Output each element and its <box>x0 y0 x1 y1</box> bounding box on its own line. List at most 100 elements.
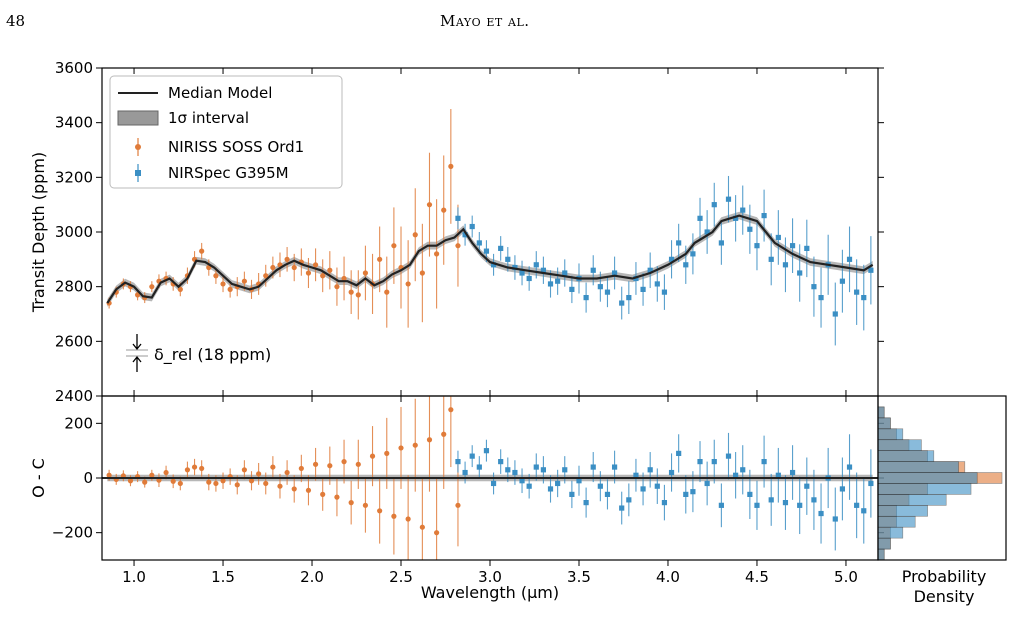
nirspec-point <box>704 229 710 235</box>
residual-panel: −200 0 200 1.0 1.5 2.0 2.5 3.0 3.5 4.0 4.5 5.0 O -… <box>29 395 884 602</box>
residual-nirspec-point <box>761 459 767 465</box>
nirspec-hist-bar <box>877 483 972 495</box>
x-tick-label: 2.5 <box>389 568 413 586</box>
residual-nirspec-point <box>868 480 874 487</box>
y-tick-label: 3400 <box>55 114 93 132</box>
histogram-bars <box>877 406 1003 561</box>
nirspec-point <box>804 245 810 251</box>
x-tick-label: 1.5 <box>211 568 235 586</box>
legend: Median Model 1σ interval NIRISS SOSS Ord… <box>109 75 343 189</box>
nirspec-hist-bar <box>877 406 885 419</box>
niriss-point <box>426 202 433 208</box>
residual-niriss-point <box>327 463 333 469</box>
residual-nirspec-point <box>789 469 796 476</box>
residual-nirspec-point <box>697 459 703 465</box>
residual-nirspec-point <box>654 483 660 489</box>
legend-swatch-nirspec <box>135 170 141 176</box>
residual-niriss-point <box>241 467 247 473</box>
x-tick-label: 3.5 <box>567 568 591 586</box>
residual-nirspec-point <box>704 480 710 487</box>
residual-nirspec-point <box>526 483 532 489</box>
nirspec-point <box>768 256 774 262</box>
niriss-point <box>177 286 183 292</box>
residual-nirspec-point <box>832 516 838 522</box>
nirspec-hist-bar <box>877 439 922 451</box>
residual-niriss-point <box>405 516 411 522</box>
residual-niriss-point <box>220 478 226 484</box>
nirspec-hist-bar <box>877 548 885 561</box>
residual-niriss-point <box>234 482 240 488</box>
residual-nirspec-point <box>854 502 860 508</box>
residual-y-tick-label: 0 <box>83 469 93 487</box>
residual-niriss-point <box>284 469 290 476</box>
residual-niriss-point <box>398 445 404 451</box>
nirspec-point <box>519 270 525 276</box>
y-tick-label: 3600 <box>55 59 93 77</box>
residual-nirspec-point <box>490 480 497 487</box>
residual-nirspec-point <box>483 448 490 454</box>
residual-nirspec-point <box>576 478 582 484</box>
residual-nirspec-point <box>661 500 668 506</box>
residual-niriss-point <box>256 471 262 477</box>
y-tick-label: 3200 <box>55 168 93 186</box>
nirspec-point <box>476 240 482 246</box>
residual-niriss-point <box>426 437 433 443</box>
niriss-point <box>362 270 369 276</box>
residual-niriss-point <box>298 465 304 472</box>
residual-nirspec-point <box>633 472 639 478</box>
residual-nirspec-point <box>676 450 682 456</box>
nirspec-point <box>740 207 746 213</box>
nirspec-point <box>747 226 753 232</box>
niriss-point <box>441 207 447 213</box>
nirspec-hist-bar <box>877 494 947 506</box>
residual-nirspec-point <box>754 502 760 508</box>
nirspec-point <box>797 270 803 276</box>
residual-niriss-point <box>263 480 269 487</box>
residual-nirspec-point <box>690 489 696 495</box>
residual-niriss-point <box>142 479 148 485</box>
transit-depth-panel: 2400 2600 2800 3000 3200 3400 3600 Transit Dep… <box>29 59 884 405</box>
residual-nirspec-point <box>818 510 824 517</box>
nirspec-point <box>661 289 668 295</box>
nirspec-point <box>761 213 767 219</box>
niriss-point <box>412 232 418 238</box>
nirspec-hist-bar <box>877 461 959 473</box>
residual-niriss-point <box>377 508 383 514</box>
residual-nirspec-point <box>476 464 482 470</box>
nirspec-point <box>718 240 724 246</box>
legend-label-niriss: NIRISS SOSS Ord1 <box>168 138 304 156</box>
residual-nirspec-point <box>846 464 853 470</box>
residual-nirspec-point <box>647 467 653 473</box>
niriss-point <box>270 264 276 271</box>
residual-nirspec-point <box>505 467 511 473</box>
niriss-point <box>384 289 390 295</box>
nirspec-point <box>626 295 632 301</box>
niriss-point <box>284 256 290 262</box>
residual-niriss-point <box>106 472 112 478</box>
residual-nirspec-point <box>797 502 803 508</box>
residual-x-ticks: 1.0 1.5 2.0 2.5 3.0 3.5 4.0 4.5 5.0 <box>122 396 858 586</box>
histogram-label-line2: Density <box>914 587 975 606</box>
residual-niriss-point <box>291 486 297 492</box>
niriss-point <box>405 281 411 287</box>
nirspec-hist-bar <box>877 505 928 517</box>
x-tick-label: 4.5 <box>745 568 769 586</box>
nirspec-point <box>861 295 867 301</box>
nirspec-hist-bar <box>877 472 978 484</box>
residual-niriss-point <box>355 461 361 467</box>
residual-datapoint-layer <box>106 407 874 536</box>
niriss-point <box>312 262 319 268</box>
nirspec-point <box>462 232 468 238</box>
residual-nirspec-point <box>462 469 468 476</box>
niriss-point <box>455 243 461 249</box>
y-tick-label: 2400 <box>55 387 93 405</box>
nirspec-point <box>775 234 781 241</box>
residual-niriss-point <box>213 480 219 487</box>
residual-niriss-point <box>305 487 312 493</box>
nirspec-point <box>533 262 539 268</box>
residual-nirspec-point <box>547 486 554 492</box>
residual-nirspec-point <box>455 459 461 465</box>
residual-niriss-point <box>270 464 276 470</box>
residual-niriss-point <box>248 478 255 484</box>
nirspec-point <box>469 223 475 230</box>
